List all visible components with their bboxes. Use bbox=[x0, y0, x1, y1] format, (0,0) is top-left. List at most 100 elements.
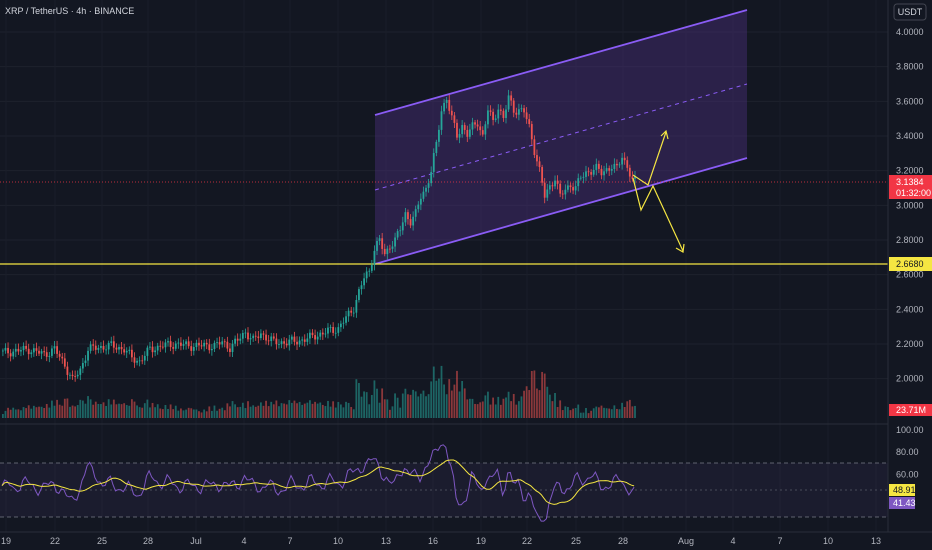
volume-bar bbox=[391, 406, 394, 418]
volume-bar bbox=[551, 401, 554, 418]
time-tick-label[interactable]: 28 bbox=[618, 536, 628, 546]
volume-bar bbox=[30, 408, 33, 418]
candle-body bbox=[177, 342, 180, 344]
candle-body bbox=[409, 219, 412, 226]
volume-bar bbox=[628, 399, 631, 418]
projection-arrows[interactable] bbox=[632, 129, 685, 253]
channel-lower-line[interactable] bbox=[374, 157, 748, 265]
candle-body bbox=[626, 160, 629, 168]
time-tick-label[interactable]: 4 bbox=[241, 536, 246, 546]
volume-bar bbox=[365, 392, 368, 418]
candle-body bbox=[352, 312, 355, 314]
time-axis-ticks[interactable]: 19 22 25 28 Jul 4 7 10 13 16 19 22 25 28 Aug 4 7 10 13 bbox=[1, 536, 881, 546]
candle-body bbox=[167, 341, 169, 343]
volume-bar bbox=[200, 412, 203, 418]
volume-bar bbox=[458, 391, 461, 418]
volume-bar bbox=[373, 380, 376, 418]
symbol-title[interactable]: XRP / TetherUS · 4h · BINANCE bbox=[5, 6, 134, 16]
price-tick-label: 2.4000 bbox=[896, 304, 924, 314]
candle-body bbox=[22, 345, 25, 351]
volume-bar bbox=[51, 400, 53, 418]
candle-body bbox=[623, 157, 626, 161]
candle-body bbox=[223, 341, 226, 343]
rsi-line bbox=[1, 444, 635, 522]
candle-body bbox=[600, 168, 603, 176]
time-tick-label[interactable]: Aug bbox=[678, 536, 694, 546]
volume-bar bbox=[417, 396, 420, 418]
candle-body bbox=[350, 310, 353, 313]
time-tick-label[interactable]: 16 bbox=[428, 536, 438, 546]
candle-body bbox=[311, 332, 314, 336]
time-tick-label[interactable]: 7 bbox=[287, 536, 292, 546]
time-tick-label[interactable]: 22 bbox=[50, 536, 60, 546]
volume-bar bbox=[285, 404, 288, 418]
volume-bar bbox=[105, 405, 107, 418]
candle-body bbox=[164, 342, 167, 348]
volume-bar bbox=[203, 409, 206, 418]
candle-body bbox=[118, 346, 120, 350]
candle-body bbox=[288, 339, 291, 346]
candle-body bbox=[564, 189, 567, 195]
volume-bar bbox=[572, 408, 574, 418]
volume-bar bbox=[342, 407, 345, 418]
volume-bar bbox=[56, 399, 58, 418]
volume-bar bbox=[559, 400, 562, 418]
volume-bar bbox=[585, 408, 587, 418]
candle-body bbox=[448, 99, 451, 111]
volume-bar bbox=[579, 412, 582, 418]
candle-body bbox=[4, 347, 7, 351]
candle-body bbox=[35, 348, 38, 351]
volume-bar bbox=[376, 388, 378, 418]
volume-bar bbox=[502, 398, 505, 418]
time-tick-label[interactable]: 10 bbox=[333, 536, 343, 546]
volume-bar bbox=[27, 405, 30, 418]
candle-body bbox=[69, 374, 71, 376]
volume-bar bbox=[17, 409, 20, 418]
volume-bar bbox=[7, 407, 9, 418]
candle-body bbox=[407, 212, 409, 220]
candle-body bbox=[76, 374, 79, 377]
time-tick-label[interactable]: 4 bbox=[730, 536, 735, 546]
candle-body bbox=[510, 95, 513, 101]
channel-midline[interactable] bbox=[374, 83, 748, 191]
volume-bar bbox=[399, 407, 402, 418]
time-tick-label[interactable]: 25 bbox=[97, 536, 107, 546]
candle-body bbox=[30, 352, 33, 355]
candle-body bbox=[512, 100, 515, 113]
candle-body bbox=[283, 341, 286, 344]
candle-body bbox=[79, 368, 82, 375]
volume-bar bbox=[254, 406, 257, 418]
volume-bar bbox=[151, 402, 154, 418]
time-tick-label[interactable]: 13 bbox=[871, 536, 881, 546]
candle-body bbox=[567, 185, 569, 190]
volume-bar bbox=[141, 407, 144, 418]
time-tick-label[interactable]: 28 bbox=[143, 536, 153, 546]
candle-body bbox=[45, 352, 48, 357]
candle-body bbox=[536, 155, 538, 162]
candle-body bbox=[559, 183, 562, 194]
time-tick-label[interactable]: 7 bbox=[777, 536, 782, 546]
time-tick-label[interactable]: 10 bbox=[823, 536, 833, 546]
time-tick-label[interactable]: 25 bbox=[571, 536, 581, 546]
volume-bar bbox=[187, 407, 190, 418]
candle-body bbox=[252, 335, 255, 339]
candle-body bbox=[187, 341, 190, 347]
candle-body bbox=[254, 335, 257, 337]
candle-body bbox=[14, 348, 17, 352]
time-tick-label[interactable]: 19 bbox=[1, 536, 11, 546]
time-tick-label[interactable]: 13 bbox=[381, 536, 391, 546]
candle-body bbox=[597, 163, 600, 169]
currency-button[interactable] bbox=[893, 3, 927, 21]
time-tick-label[interactable]: 22 bbox=[522, 536, 532, 546]
volume-bar bbox=[528, 390, 531, 418]
candle-body bbox=[435, 141, 438, 153]
time-tick-label[interactable]: Jul bbox=[190, 536, 202, 546]
candle-body bbox=[389, 248, 391, 250]
candle-body bbox=[107, 342, 110, 350]
time-tick-label[interactable]: 19 bbox=[476, 536, 486, 546]
candle-body bbox=[298, 340, 301, 345]
volume-bar bbox=[419, 393, 422, 418]
channel-upper-line[interactable] bbox=[374, 9, 748, 116]
volume-bar bbox=[159, 408, 162, 418]
